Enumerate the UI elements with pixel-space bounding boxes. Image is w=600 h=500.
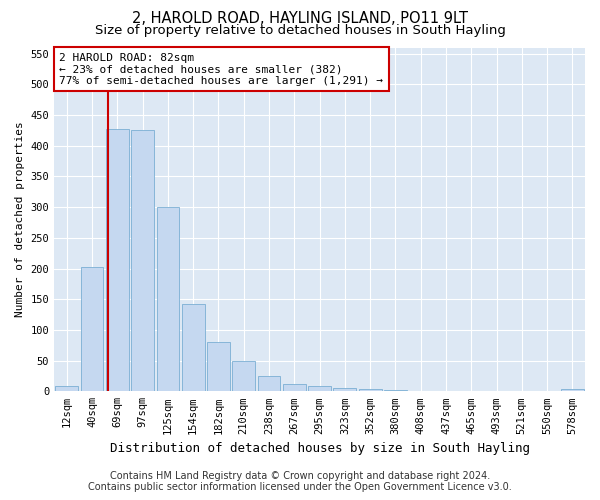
Bar (359, 390, 382, 392)
Bar (207, 342, 230, 392)
Bar (55, 386, 78, 392)
Y-axis label: Number of detached properties: Number of detached properties (15, 122, 25, 318)
Bar (409, 390, 432, 392)
Bar (232, 360, 255, 392)
Bar (131, 130, 154, 392)
Text: Size of property relative to detached houses in South Hayling: Size of property relative to detached ho… (95, 24, 505, 37)
Bar (182, 304, 205, 392)
Bar (308, 386, 331, 392)
Bar (257, 376, 280, 392)
Bar (283, 384, 305, 392)
Bar (81, 268, 103, 392)
Bar (334, 388, 356, 392)
Text: 2, HAROLD ROAD, HAYLING ISLAND, PO11 9LT: 2, HAROLD ROAD, HAYLING ISLAND, PO11 9LT (132, 11, 468, 26)
X-axis label: Distribution of detached houses by size in South Hayling: Distribution of detached houses by size … (110, 442, 530, 455)
Bar (157, 207, 179, 392)
Bar (106, 128, 129, 392)
Text: 2 HAROLD ROAD: 82sqm
← 23% of detached houses are smaller (382)
77% of semi-deta: 2 HAROLD ROAD: 82sqm ← 23% of detached h… (59, 52, 383, 86)
Bar (384, 390, 407, 392)
Text: Contains HM Land Registry data © Crown copyright and database right 2024.
Contai: Contains HM Land Registry data © Crown c… (88, 471, 512, 492)
Bar (561, 390, 584, 392)
